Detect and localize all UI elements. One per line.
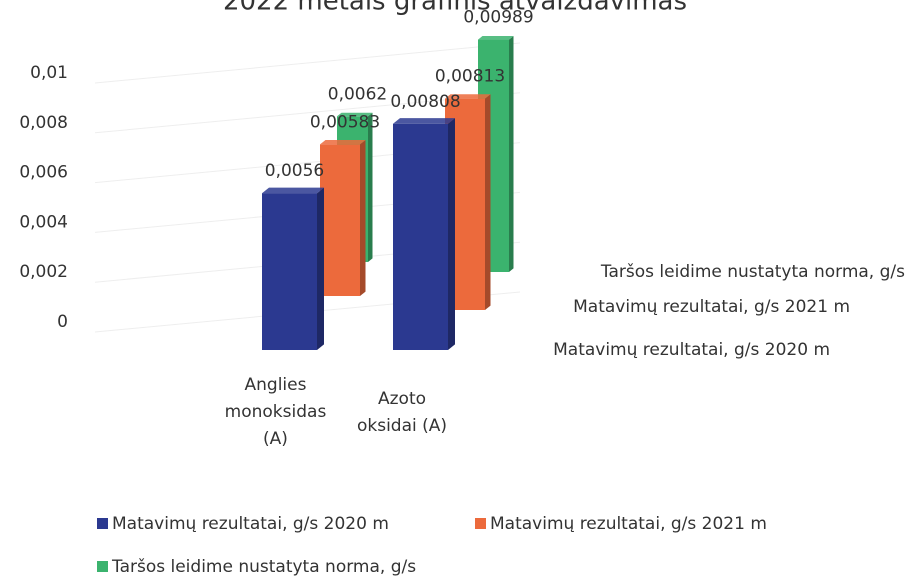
bar-top: [393, 118, 455, 124]
bar: [320, 144, 360, 296]
x-tick-label: Azoto oksidai (A): [356, 389, 448, 436]
bar-top: [320, 140, 366, 145]
grid-line: [94, 42, 521, 84]
y-tick-label: 0,008: [19, 113, 68, 133]
x-tick-label: Anglies monoksidas (A): [224, 375, 327, 449]
bar-top: [337, 112, 373, 117]
value-label: 0,00808: [390, 92, 460, 112]
legend-label: Taršos leidime nustatyta norma, g/s: [111, 557, 416, 577]
bar: [393, 123, 448, 350]
bar-side: [368, 112, 373, 262]
bar-top: [262, 187, 324, 194]
bar-side: [485, 94, 491, 310]
depth-axis-label: Matavimų rezultatai, g/s 2021 m: [573, 297, 850, 317]
legend-label: Matavimų rezultatai, g/s 2021 m: [490, 514, 767, 534]
bar-side: [360, 140, 366, 296]
y-tick-label: 0,01: [30, 63, 68, 83]
y-tick-label: 0: [57, 312, 68, 332]
bar-side: [317, 187, 324, 350]
value-label: 0,00989: [463, 8, 533, 28]
bar-side: [448, 118, 455, 350]
bar: [262, 193, 317, 350]
legend-swatch: [475, 518, 486, 529]
value-label: 0,0062: [328, 84, 387, 104]
y-tick-label: 0,002: [19, 262, 68, 282]
depth-axis-label: Taršos leidime nustatyta norma, g/s: [600, 262, 905, 282]
value-label: 0,00583: [310, 112, 380, 132]
depth-axis-label: Matavimų rezultatai, g/s 2020 m: [553, 340, 830, 360]
legend-label: Matavimų rezultatai, g/s 2020 m: [112, 514, 389, 534]
value-label: 0,00813: [435, 67, 505, 87]
y-tick-label: 0,006: [19, 163, 68, 183]
bar-top: [445, 94, 491, 99]
bar-side: [509, 35, 514, 272]
legend-swatch: [97, 518, 108, 529]
value-label: 0,0056: [265, 161, 324, 181]
chart-title: 2022 metais grafinis atvaizdavimas: [223, 0, 687, 17]
legend-swatch: [97, 561, 108, 572]
y-tick-label: 0,004: [19, 212, 68, 232]
bar-top: [478, 35, 514, 40]
